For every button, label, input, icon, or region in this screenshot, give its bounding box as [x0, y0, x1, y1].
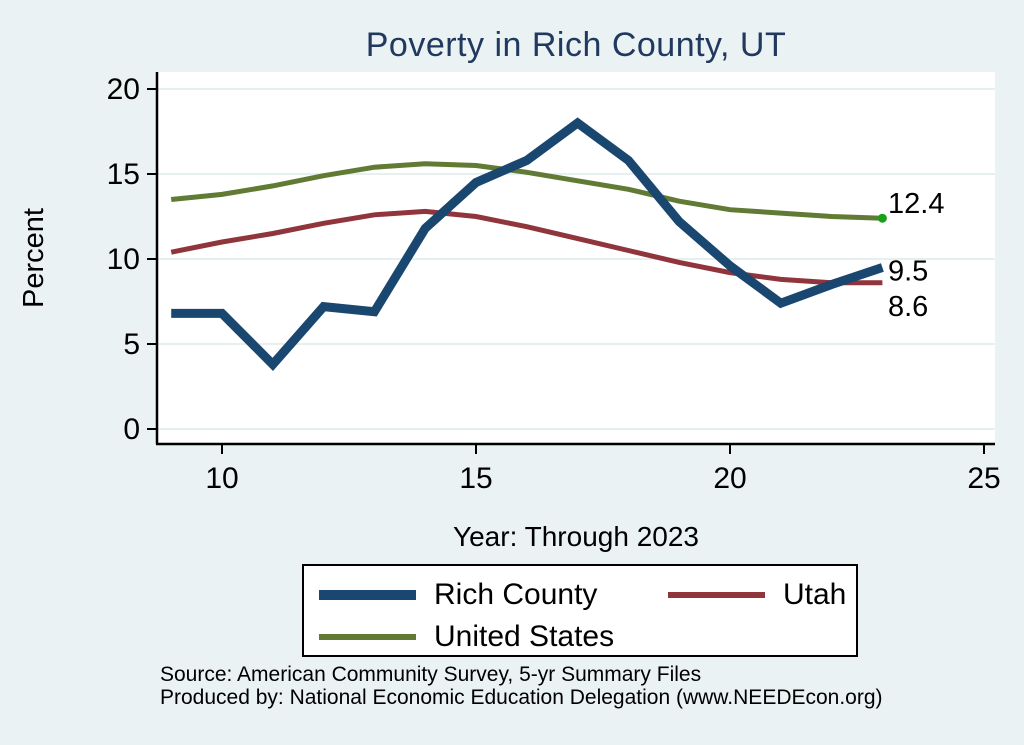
- y-tick-label-5: 5: [123, 328, 140, 361]
- legend-label-utah: Utah: [783, 578, 847, 611]
- y-tick-label-20: 20: [107, 73, 140, 106]
- series-line-rich-county: [171, 117, 884, 371]
- legend-label-rich-county: Rich County: [434, 578, 598, 611]
- y-tick-label-0: 0: [123, 413, 140, 446]
- end-label-united-states: 12.4: [888, 188, 944, 220]
- x-tick-label-25: 25: [967, 462, 1000, 495]
- chart-title: Poverty in Rich County, UT: [365, 26, 787, 64]
- legend-swatch-united-states: [319, 634, 416, 640]
- legend-label-united-states: United States: [434, 620, 615, 653]
- legend-swatch-utah: [668, 592, 765, 598]
- x-tick-label-15: 15: [459, 462, 492, 495]
- end-label-utah: 8.6: [888, 291, 928, 323]
- source-line: Source: American Community Survey, 5-yr …: [160, 663, 702, 686]
- legend-entry-utah: Utah: [668, 576, 846, 614]
- y-tick-label-15: 15: [107, 158, 140, 191]
- source-note: Source: American Community Survey, 5-yr …: [160, 663, 960, 709]
- produced-by-line: Produced by: National Economic Education…: [160, 686, 883, 709]
- x-tick-label-20: 20: [713, 462, 746, 495]
- x-axis-title: Year: Through 2023: [453, 521, 699, 552]
- y-tick-label-10: 10: [107, 243, 140, 276]
- x-tick-label-10: 10: [205, 462, 238, 495]
- legend-swatch-rich-county: [319, 590, 416, 600]
- plot-background: [157, 72, 995, 444]
- legend-entry-rich-county: Rich County: [319, 576, 597, 614]
- legend-box: Rich County Utah United States: [302, 564, 858, 657]
- end-marker-united-states: [877, 213, 887, 223]
- series-line-utah: [170, 208, 883, 286]
- series-line-united-states: [170, 161, 883, 221]
- legend-entry-united-states: United States: [319, 618, 614, 656]
- end-label-rich-county: 9.5: [888, 256, 928, 288]
